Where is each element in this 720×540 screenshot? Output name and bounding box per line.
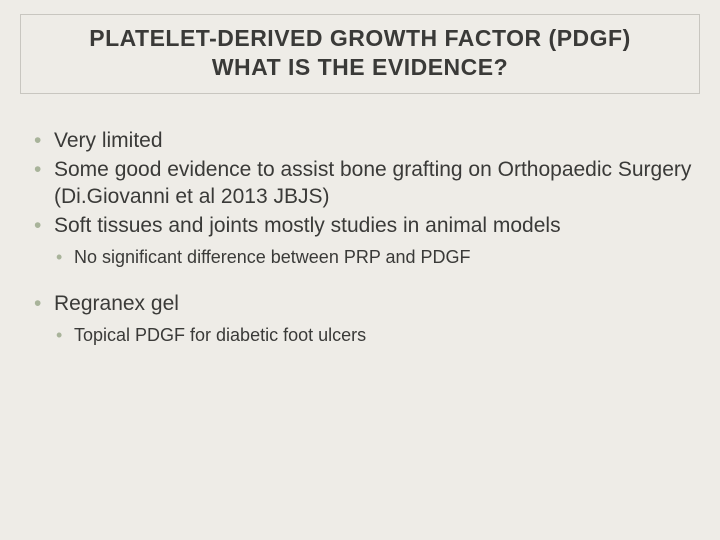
list-item: Regranex gel Topical PDGF for diabetic f… xyxy=(32,291,692,347)
bullet-list: Regranex gel Topical PDGF for diabetic f… xyxy=(32,291,692,347)
bullet-text: Regranex gel xyxy=(54,292,179,315)
title-line2: WHAT IS THE EVIDENCE? xyxy=(29,54,691,81)
list-item: No significant difference between PRP an… xyxy=(54,246,692,269)
title-box: PLATELET-DERIVED GROWTH FACTOR (PDGF) WH… xyxy=(20,14,700,94)
bullet-text: No significant difference between PRP an… xyxy=(74,247,471,267)
bullet-text: Topical PDGF for diabetic foot ulcers xyxy=(74,325,366,345)
content-area: Very limited Some good evidence to assis… xyxy=(32,128,692,351)
list-item: Very limited xyxy=(32,128,692,155)
list-item: Soft tissues and joints mostly studies i… xyxy=(32,213,692,269)
title-line1: PLATELET-DERIVED GROWTH FACTOR (PDGF) xyxy=(29,25,691,52)
spacer xyxy=(32,273,692,291)
bullet-text: Very limited xyxy=(54,129,163,152)
sub-list: No significant difference between PRP an… xyxy=(54,246,692,269)
bullet-text: Some good evidence to assist bone grafti… xyxy=(54,158,691,208)
sub-list: Topical PDGF for diabetic foot ulcers xyxy=(54,324,692,347)
list-item: Topical PDGF for diabetic foot ulcers xyxy=(54,324,692,347)
bullet-list: Very limited Some good evidence to assis… xyxy=(32,128,692,269)
bullet-text: Soft tissues and joints mostly studies i… xyxy=(54,214,561,237)
list-item: Some good evidence to assist bone grafti… xyxy=(32,157,692,211)
